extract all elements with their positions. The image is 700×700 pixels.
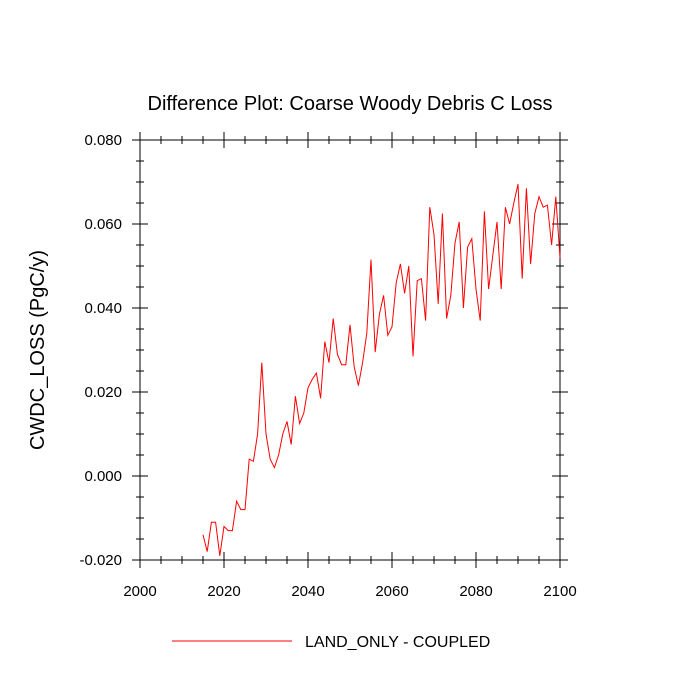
y-tick-label: 0.000 bbox=[84, 468, 122, 485]
y-tick-label: 0.040 bbox=[84, 300, 122, 317]
x-tick-label: 2060 bbox=[375, 583, 408, 600]
x-tick-label: 2080 bbox=[459, 583, 492, 600]
chart-title: Difference Plot: Coarse Woody Debris C L… bbox=[148, 93, 553, 115]
x-tick-label: 2040 bbox=[291, 583, 324, 600]
x-tick-label: 2100 bbox=[543, 583, 576, 600]
plot-frame bbox=[139, 139, 561, 561]
legend-label: LAND_ONLY - COUPLED bbox=[305, 634, 490, 651]
legend: LAND_ONLY - COUPLED bbox=[172, 634, 490, 651]
y-tick-label: 0.060 bbox=[84, 216, 122, 233]
axis-ticks bbox=[132, 132, 568, 568]
series-layer bbox=[202, 183, 561, 556]
y-tick-label: 0.020 bbox=[84, 384, 122, 401]
axis-tick-labels: 2000 2020 2040 2060 2080 2100 -0.020 0.000 0.020… bbox=[79, 132, 576, 600]
y-tick-label: 0.080 bbox=[84, 132, 122, 149]
y-axis-label: CWDC_LOSS (PgC/y) bbox=[27, 250, 49, 450]
x-tick-label: 2000 bbox=[123, 583, 156, 600]
x-tick-label: 2020 bbox=[207, 583, 240, 600]
series-line-land-only-minus-coupled bbox=[202, 183, 561, 556]
y-tick-label: -0.020 bbox=[79, 552, 122, 569]
